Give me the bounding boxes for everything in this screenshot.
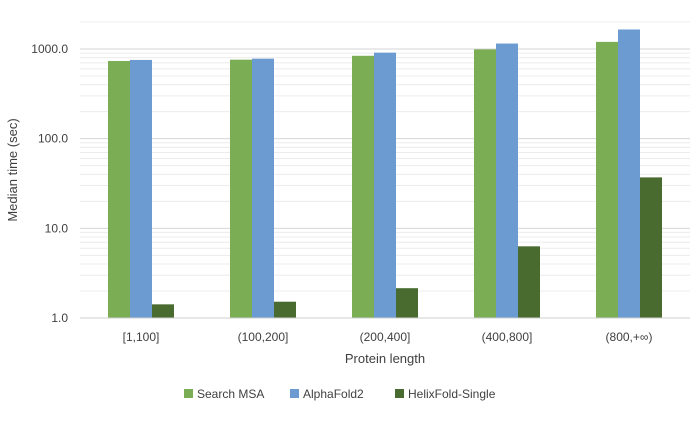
legend-swatch (290, 389, 299, 398)
bar (374, 52, 396, 318)
bar (396, 288, 418, 318)
legend: Search MSA AlphaFold2 HelixFold-Single (184, 387, 496, 401)
x-tick-label: (400,800] (482, 330, 533, 344)
bar (152, 304, 174, 318)
bar (252, 58, 274, 318)
y-tick-label: 1.0 (51, 311, 68, 325)
bar (274, 301, 296, 318)
bars (108, 29, 662, 319)
bar (474, 49, 496, 319)
y-tick-label: 10.0 (45, 221, 69, 235)
x-tick-label: (800,+∞) (606, 330, 653, 344)
bar (596, 41, 618, 319)
legend-swatch (395, 389, 404, 398)
bar (618, 29, 640, 319)
bar (496, 43, 518, 318)
y-axis-title: Median time (sec) (5, 118, 20, 221)
bar (640, 177, 662, 318)
x-axis-title: Protein length (345, 351, 425, 366)
legend-swatch (184, 389, 193, 398)
legend-label: HelixFold-Single (408, 387, 496, 401)
x-tick-label: (100,200] (238, 330, 289, 344)
bar (518, 246, 540, 318)
y-tick-label: 100.0 (38, 132, 68, 146)
x-tick-label: (200,400] (360, 330, 411, 344)
y-tick-labels: 1.0 10.0 100.0 1000.0 (31, 42, 68, 325)
x-tick-label: [1,100] (123, 330, 160, 344)
bar (108, 60, 130, 318)
bar (130, 59, 152, 318)
bar (352, 55, 374, 319)
legend-label: AlphaFold2 (303, 387, 364, 401)
bar (230, 59, 252, 318)
legend-label: Search MSA (197, 387, 264, 401)
y-tick-label: 1000.0 (31, 42, 68, 56)
x-tick-labels: [1,100] (100,200] (200,400] (400,800] (800,+… (123, 330, 653, 344)
